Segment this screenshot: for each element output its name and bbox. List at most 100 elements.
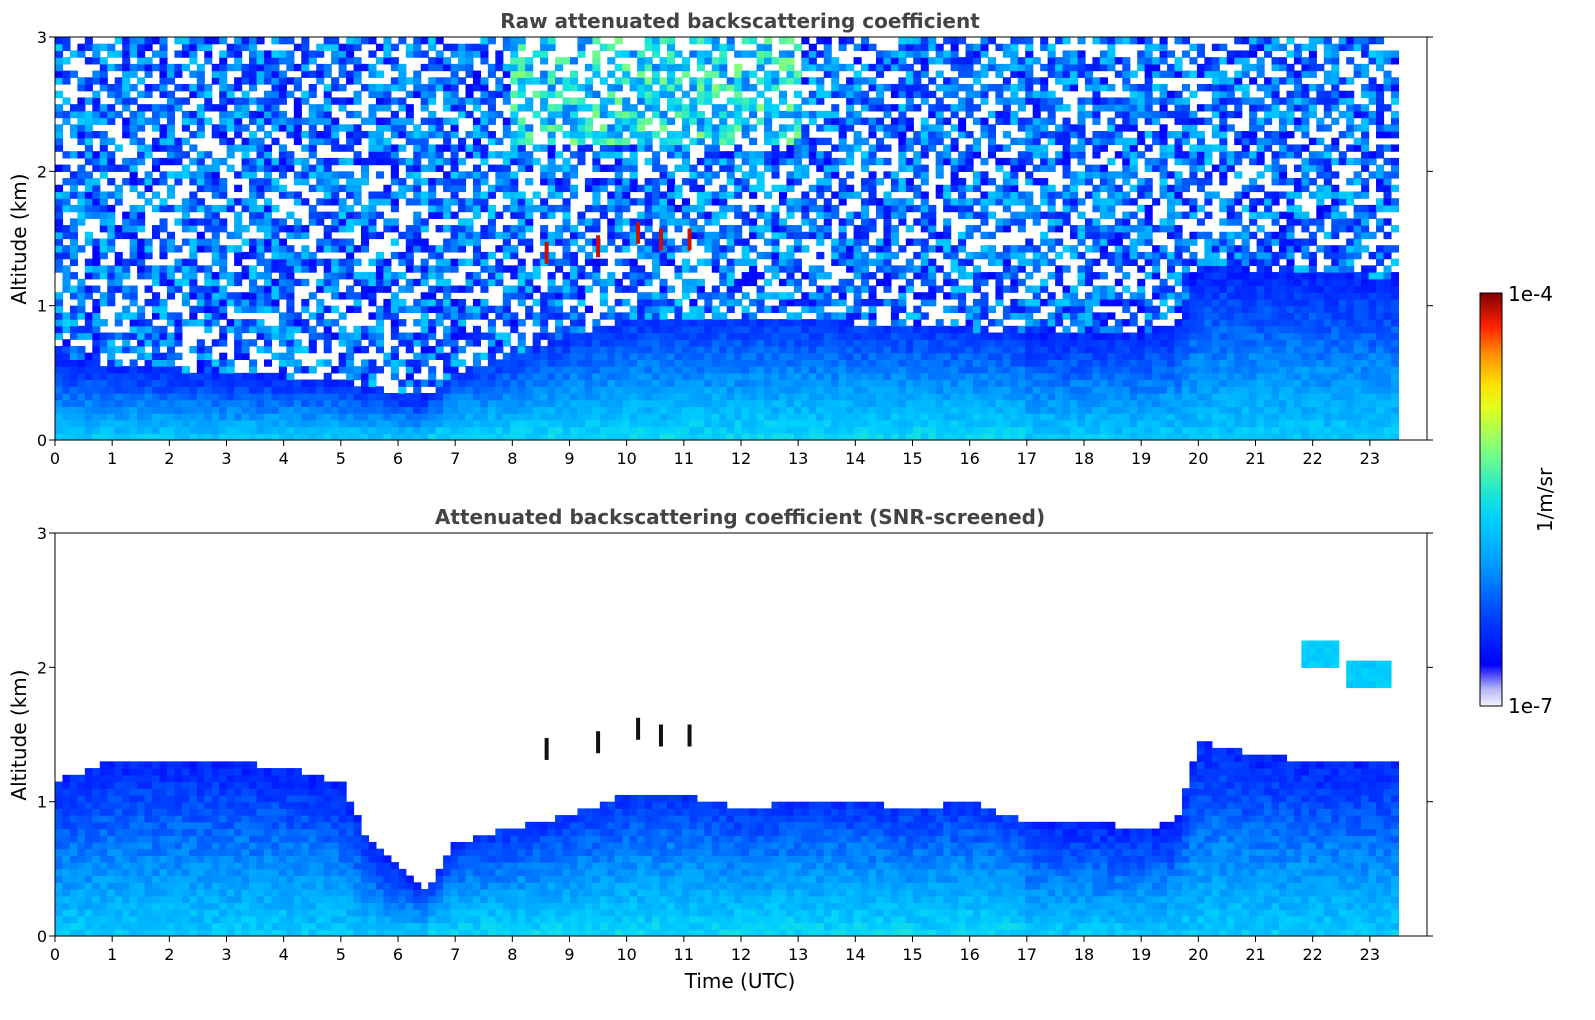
heatmap-cell: [577, 386, 586, 394]
heatmap-cell: [696, 184, 705, 193]
heatmap-cell: [711, 399, 720, 408]
heatmap-cell: [249, 433, 258, 441]
heatmap-cell: [428, 325, 437, 334]
heatmap-cell: [599, 110, 608, 119]
heatmap-cell: [816, 305, 825, 313]
heatmap-cell: [338, 332, 347, 340]
heatmap-cell: [375, 272, 384, 280]
heatmap-cell: [278, 37, 287, 45]
heatmap-cell: [465, 171, 474, 179]
heatmap-cell: [764, 50, 773, 58]
heatmap-cell: [749, 184, 758, 193]
heatmap-cell: [584, 144, 593, 152]
heatmap-cell: [278, 366, 287, 374]
heatmap-cell: [637, 184, 646, 193]
heatmap-cell: [696, 238, 705, 246]
heatmap-cell: [786, 392, 795, 401]
heatmap-cell: [450, 97, 459, 105]
heatmap-cell: [495, 278, 504, 287]
heatmap-cell: [219, 97, 228, 105]
heatmap-cell: [764, 97, 773, 105]
heatmap-cell: [495, 399, 504, 408]
heatmap-cell: [898, 144, 907, 152]
heatmap-cell: [853, 413, 862, 421]
heatmap-cell: [764, 366, 773, 374]
heatmap-cell: [77, 97, 86, 105]
heatmap-cell: [868, 386, 877, 394]
heatmap-cell: [674, 379, 683, 387]
heatmap-cell: [189, 272, 198, 280]
heatmap-cell: [883, 251, 892, 260]
heatmap-cell: [286, 379, 295, 387]
heatmap-cell: [689, 77, 698, 85]
heatmap-cell: [152, 339, 161, 347]
heatmap-cell: [271, 332, 280, 340]
heatmap-cell: [458, 285, 467, 293]
heatmap-cell: [107, 43, 116, 52]
heatmap-cell: [644, 272, 653, 280]
heatmap-cell: [607, 110, 616, 119]
heatmap-cell: [174, 37, 183, 45]
heatmap-cell: [875, 84, 885, 92]
heatmap-cell: [637, 339, 646, 347]
heatmap-cell: [256, 272, 265, 280]
heatmap-cell: [301, 131, 310, 139]
heatmap-cell: [435, 131, 444, 139]
heatmap-cell: [502, 70, 511, 78]
heatmap-cell: [443, 225, 452, 233]
heatmap-cell: [861, 312, 870, 320]
heatmap-cell: [338, 366, 347, 374]
heatmap-cell: [629, 372, 638, 381]
heatmap-cell: [771, 218, 780, 226]
heatmap-cell: [622, 325, 631, 334]
heatmap-cell: [331, 305, 340, 313]
heatmap-cell: [704, 231, 713, 240]
heatmap-cell: [323, 104, 332, 112]
heatmap-cell: [778, 77, 788, 85]
heatmap-cell: [92, 151, 101, 159]
heatmap-cell: [480, 84, 489, 92]
heatmap-cell: [741, 392, 750, 401]
heatmap-cell: [398, 379, 407, 387]
heatmap-cell: [413, 359, 422, 367]
heatmap-cell: [368, 426, 377, 434]
heatmap-cell: [353, 211, 362, 219]
heatmap-cell: [137, 37, 146, 45]
heatmap-cell: [786, 359, 795, 367]
heatmap-cell: [905, 124, 914, 132]
heatmap-cell: [696, 124, 705, 132]
heatmap-cell: [771, 399, 780, 408]
heatmap-cell: [569, 171, 579, 179]
heatmap-cell: [398, 97, 407, 105]
heatmap-cell: [808, 372, 817, 381]
heatmap-cell: [644, 104, 653, 112]
heatmap-cell: [428, 251, 437, 260]
heatmap-cell: [681, 258, 690, 266]
heatmap-cell: [547, 359, 556, 367]
heatmap-cell: [778, 379, 788, 387]
heatmap-cell: [480, 117, 489, 125]
heatmap-cell: [249, 211, 258, 219]
heatmap-cell: [540, 433, 549, 441]
heatmap-cell: [644, 117, 653, 125]
heatmap-cell: [614, 218, 623, 226]
heatmap-cell: [316, 70, 325, 78]
heatmap-cell: [726, 339, 735, 347]
heatmap-cell: [831, 433, 840, 441]
heatmap-cell: [204, 419, 213, 428]
heatmap-cell: [569, 70, 579, 78]
heatmap-cell: [592, 386, 601, 394]
heatmap-cell: [711, 379, 720, 387]
heatmap-cell: [308, 258, 317, 266]
heatmap-cell: [681, 392, 690, 401]
heatmap-cell: [450, 406, 459, 414]
heatmap-cell: [793, 171, 802, 179]
heatmap-cell: [472, 352, 482, 360]
heatmap-cell: [137, 272, 146, 280]
heatmap-cell: [204, 164, 213, 172]
heatmap-cell: [204, 292, 213, 300]
heatmap-cell: [226, 272, 235, 280]
heatmap-cell: [793, 144, 802, 152]
heatmap-cell: [301, 63, 310, 72]
heatmap-cell: [413, 245, 422, 253]
